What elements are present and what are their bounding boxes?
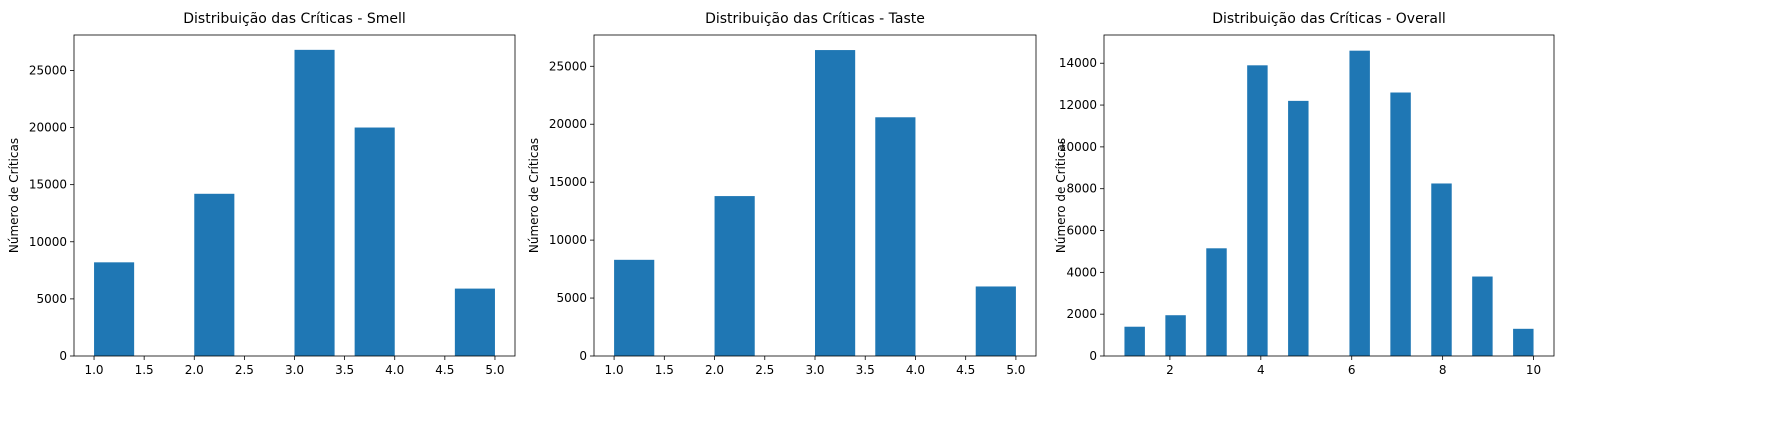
bar-overall-0: [1124, 326, 1145, 356]
bar-smell-0: [94, 262, 135, 356]
bar-taste-1: [714, 196, 755, 356]
bar-smell-2: [294, 49, 335, 356]
y-tick-label-overall: 10000: [1059, 140, 1097, 154]
bar-overall-3: [1247, 65, 1268, 356]
y-tick-label-overall: 8000: [1066, 182, 1097, 196]
x-tick-label-taste: 3.0: [805, 363, 824, 377]
chart-smell: 1.0 1.5 2.0 2.5 3.0 3.5 4.0 4.5 5.0 0 5000 10000 150…: [7, 11, 516, 377]
x-tick-label-taste: 2.5: [755, 363, 774, 377]
y-axis-label-taste: Número de Críticas: [527, 138, 541, 253]
bar-overall-4: [1288, 100, 1309, 357]
chart-taste: 1.0 1.5 2.0 2.5 3.0 3.5 4.0 4.5 5.0 0 5000 10000 150…: [527, 11, 1037, 377]
chart-title-smell: Distribuição das Críticas - Smell: [183, 11, 406, 27]
bar-taste-2: [815, 50, 856, 357]
y-tick-label-overall: 12000: [1059, 98, 1097, 112]
bar-overall-8: [1472, 276, 1493, 356]
x-tick-label-taste: 4.0: [906, 363, 925, 377]
y-tick-label-overall: 6000: [1066, 224, 1097, 238]
y-tick-label-overall: 0: [1089, 349, 1097, 363]
bar-overall-1: [1165, 315, 1186, 356]
x-tick-label-taste: 2.0: [705, 363, 724, 377]
y-tick-label-taste: 5000: [556, 291, 587, 305]
y-tick-label-smell: 15000: [29, 178, 67, 192]
x-tick-label-smell: 4.5: [435, 363, 454, 377]
y-tick-label-smell: 5000: [36, 292, 67, 306]
chart-title-overall: Distribuição das Críticas - Overall: [1212, 11, 1446, 27]
bar-overall-7: [1431, 183, 1452, 356]
x-tick-label-taste: 5.0: [1006, 363, 1025, 377]
bar-taste-3: [875, 117, 916, 356]
bar-overall-9: [1513, 328, 1534, 356]
x-tick-label-smell: 2.5: [235, 363, 254, 377]
y-axis-label-overall: Número de Críticas: [1054, 138, 1068, 253]
x-tick-label-overall: 10: [1526, 363, 1541, 377]
bar-smell-4: [454, 288, 495, 356]
x-tick-label-overall: 2: [1166, 363, 1174, 377]
bar-taste-0: [614, 259, 655, 356]
y-tick-label-smell: 10000: [29, 235, 67, 249]
x-tick-label-overall: 8: [1439, 363, 1447, 377]
y-tick-label-overall: 14000: [1059, 56, 1097, 70]
bar-overall-5: [1349, 50, 1370, 357]
y-tick-label-taste: 10000: [549, 233, 587, 247]
x-tick-label-smell: 5.0: [485, 363, 504, 377]
y-axis-label-smell: Número de Críticas: [7, 138, 21, 253]
x-tick-label-taste: 4.5: [956, 363, 975, 377]
bar-overall-6: [1390, 92, 1411, 356]
x-tick-label-smell: 2.0: [185, 363, 204, 377]
y-tick-label-smell: 25000: [29, 63, 67, 77]
axes-frame-overall: [1103, 34, 1555, 357]
y-tick-label-taste: 0: [579, 349, 587, 363]
x-tick-label-taste: 3.5: [856, 363, 875, 377]
y-tick-label-taste: 15000: [549, 175, 587, 189]
y-tick-label-smell: 20000: [29, 121, 67, 135]
bar-overall-2: [1206, 248, 1227, 356]
x-tick-label-overall: 6: [1348, 363, 1356, 377]
x-tick-label-taste: 1.5: [655, 363, 674, 377]
x-tick-label-smell: 3.5: [335, 363, 354, 377]
chart-title-taste: Distribuição das Críticas - Taste: [705, 11, 925, 27]
bar-smell-1: [194, 193, 235, 356]
y-tick-label-taste: 20000: [549, 117, 587, 131]
x-tick-label-smell: 1.0: [84, 363, 103, 377]
x-tick-label-smell: 1.5: [135, 363, 154, 377]
y-tick-label-overall: 4000: [1066, 265, 1097, 279]
y-tick-label-overall: 2000: [1066, 307, 1097, 321]
x-tick-label-taste: 1.0: [605, 363, 624, 377]
y-tick-label-smell: 0: [59, 349, 67, 363]
y-tick-label-taste: 25000: [549, 59, 587, 73]
bar-taste-4: [975, 286, 1016, 356]
chart-overall: 2 4 6 8 10 0 2000 4000 6000 8000 10000 12000 14000 Di…: [1054, 11, 1555, 377]
x-tick-label-smell: 3.0: [285, 363, 304, 377]
bar-smell-3: [354, 127, 395, 356]
x-tick-label-smell: 4.0: [385, 363, 404, 377]
x-tick-label-overall: 4: [1257, 363, 1265, 377]
